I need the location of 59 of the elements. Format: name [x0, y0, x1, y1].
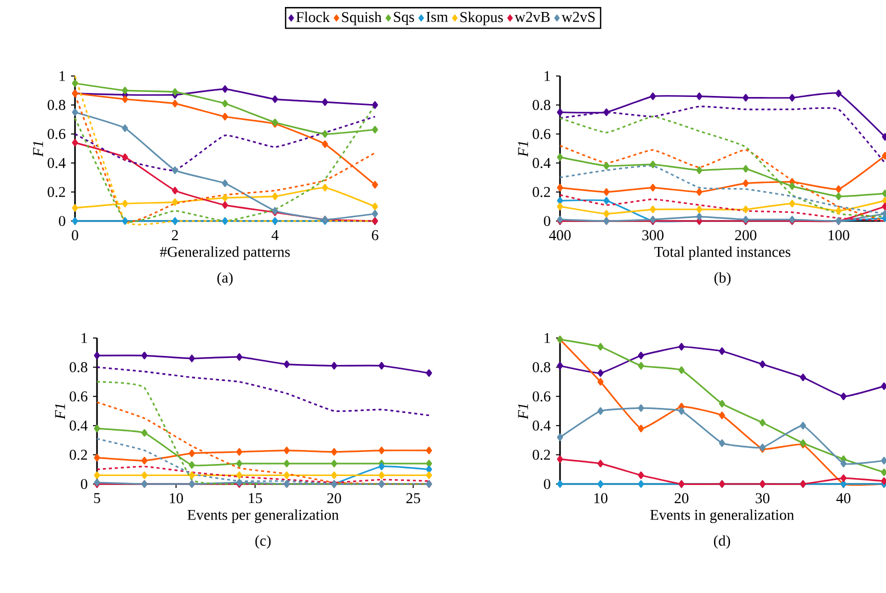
- x-tick-label: 30: [756, 493, 770, 504]
- legend-label: w2vS: [562, 12, 595, 22]
- y-tick-label: 0.2: [532, 450, 550, 460]
- y-tick-label: 0.8: [70, 362, 88, 372]
- y-tick-label: 0.6: [48, 128, 66, 140]
- text: (c): [255, 535, 271, 549]
- y-tick-label: 0: [58, 216, 66, 226]
- text: (d): [714, 535, 730, 549]
- x-tick-label: 4: [272, 230, 278, 240]
- x-axis-title: Events per generalization: [188, 509, 339, 524]
- x-tick-label: 20: [327, 493, 342, 504]
- y-tick-label: 0.4: [532, 158, 551, 168]
- legend-label: Squish: [342, 12, 382, 26]
- x-tick-label: 100: [828, 230, 850, 240]
- y-axis-title: F1: [518, 404, 528, 420]
- y-tick-label: 0.4: [48, 158, 66, 168]
- x-tick-label: 300: [642, 230, 664, 240]
- y-tick-label: 0.6: [70, 391, 88, 402]
- x-tick-label: 2: [172, 230, 178, 240]
- x-axis-title: #Generalized patterns: [160, 246, 290, 260]
- y-tick-label: 0.2: [70, 450, 87, 460]
- x-tick-label: 5: [94, 493, 100, 504]
- x-tick-label: 15: [248, 493, 262, 504]
- x-tick-label: 25: [406, 493, 420, 504]
- x-tick-label: 200: [735, 230, 756, 240]
- legend-label: Flock: [296, 12, 330, 22]
- y-tick-label: 1: [82, 333, 87, 343]
- x-axis-title: Events in generalization: [650, 509, 794, 524]
- x-tick-label: 20: [674, 493, 688, 504]
- legend-label: Ism: [426, 12, 448, 22]
- y-tick-label: 1: [544, 71, 550, 81]
- y-tick-label: 0.8: [48, 100, 66, 110]
- x-tick-label: 6: [372, 230, 378, 240]
- text: (a): [217, 272, 233, 286]
- y-tick-label: 0.2: [48, 186, 65, 198]
- y-tick-label: 1: [60, 71, 65, 81]
- text: (b): [714, 272, 731, 286]
- y-axis-title: F1: [55, 404, 65, 420]
- y-tick-label: 1: [544, 333, 550, 343]
- x-tick-label: 10: [170, 493, 183, 504]
- y-tick-label: 0.8: [532, 100, 550, 110]
- y-tick-label: 0: [544, 478, 550, 490]
- legend-label: w2vB: [514, 12, 550, 22]
- y-tick-label: 0: [80, 478, 88, 490]
- x-tick-label: 10: [594, 493, 608, 504]
- y-axis-title: F1: [518, 142, 528, 157]
- y-tick-label: 0.4: [70, 420, 88, 431]
- y-tick-label: 0.8: [532, 362, 550, 372]
- legend-label: Sqs: [394, 12, 414, 26]
- x-axis-title: Total planted instances: [654, 246, 790, 260]
- y-axis-title: F1: [33, 142, 43, 157]
- x-tick-label: 40: [836, 493, 850, 504]
- y-tick-label: 0.6: [532, 128, 550, 140]
- x-tick-label: 400: [549, 230, 571, 240]
- y-tick-label: 0.6: [532, 391, 550, 402]
- y-tick-label: 0.4: [532, 420, 551, 431]
- y-tick-label: 0: [544, 216, 550, 226]
- legend-label: Skopus: [460, 12, 503, 26]
- y-tick-label: 0.2: [532, 186, 550, 198]
